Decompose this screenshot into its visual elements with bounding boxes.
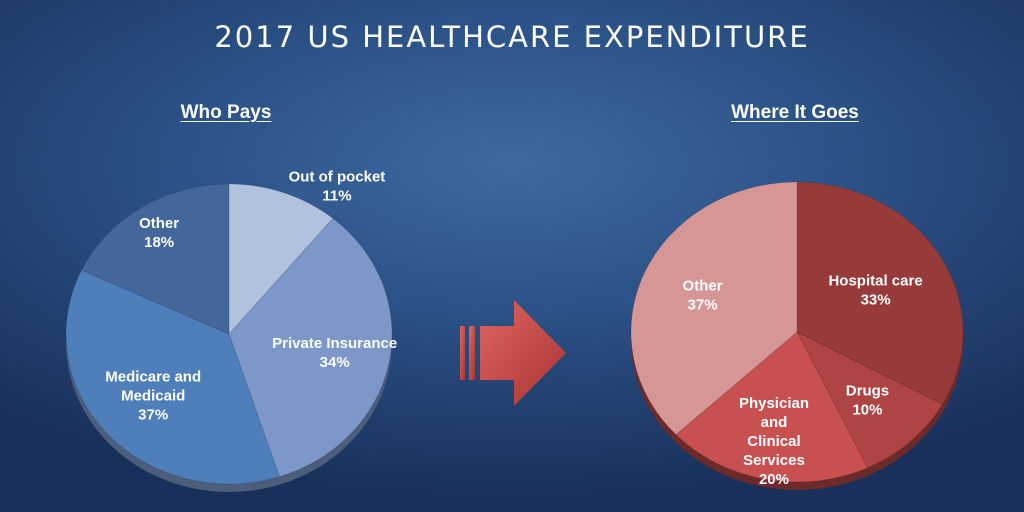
right-arrow-icon [460, 300, 566, 406]
pie-slice [796, 181, 964, 405]
pie-slice [228, 217, 393, 478]
slice-label: Other 18% [139, 215, 179, 251]
where-it-goes-pie: Hospital care 33% Drugs 10% Physician and Clin… [630, 181, 964, 490]
pie-slice [796, 331, 944, 469]
slice-label: Drugs 10% [846, 382, 889, 418]
slice-label: Out of pocket 11% [289, 168, 386, 204]
pie-slice [228, 183, 334, 336]
who-pays-pie: Out of pocket 11% Private Insurance 34% Medi… [65, 168, 397, 492]
slice-label: Private Insurance 34% [272, 335, 397, 371]
slice-label: Hospital care 33% [828, 273, 922, 309]
page-title: 2017 US HEALTHCARE EXPENDITURE [214, 20, 810, 54]
pie-slice [630, 181, 798, 436]
slice-label: Other 37% [683, 278, 723, 314]
pie-slice [65, 269, 280, 485]
who-pays-title: Who Pays [180, 102, 272, 123]
slice-label: Physician and Clinical Services 20% [739, 395, 809, 488]
pie-slice [80, 183, 230, 335]
slice-label: Medicare and Medicaid 37% [105, 369, 201, 424]
where-it-goes-title: Where It Goes [731, 102, 859, 123]
pie-slice [675, 331, 869, 483]
